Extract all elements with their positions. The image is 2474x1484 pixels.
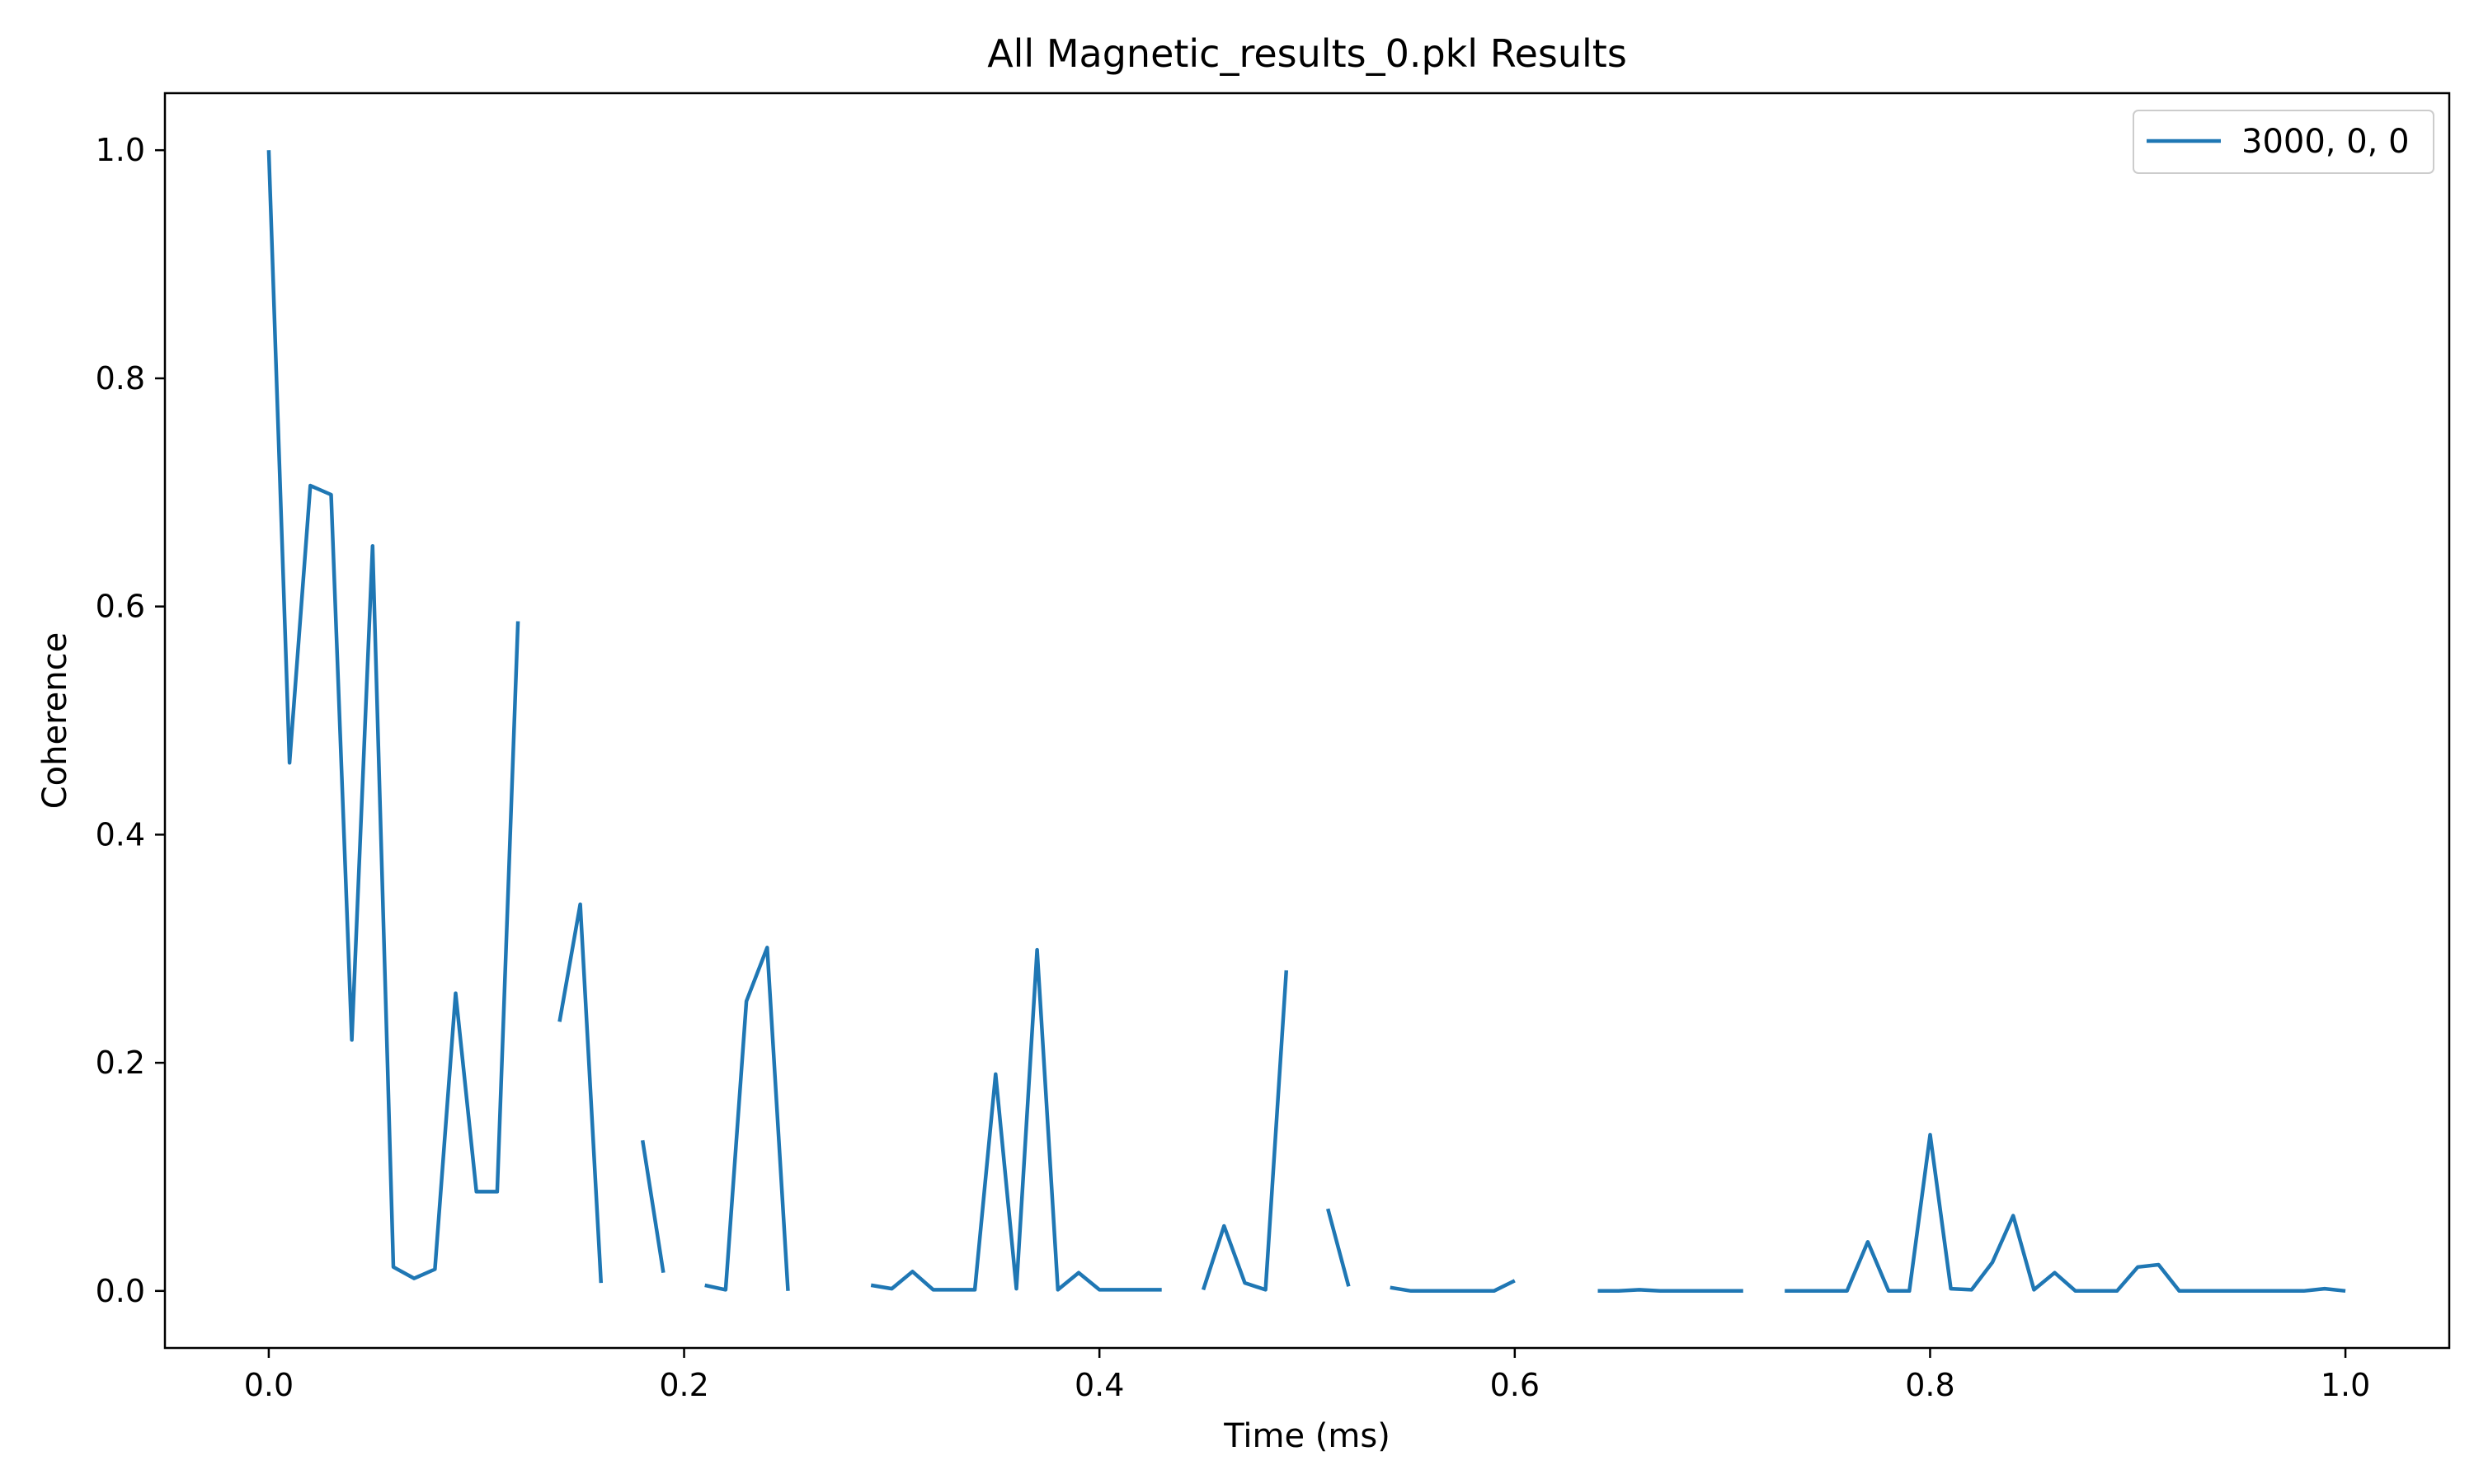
x-tick-label: 0.4: [1075, 1367, 1124, 1403]
y-tick-label: 0.4: [96, 816, 145, 852]
axes-frame: [163, 92, 2451, 1350]
y-tick-label: 0.2: [96, 1045, 145, 1081]
y-axis-label: Coherence: [36, 632, 74, 810]
x-tick-label: 0.0: [244, 1367, 294, 1403]
axis-ticks: 0.0 0.2 0.4 0.6 0.8 1.0 0.0 0.2 0.4 0.6 0.8 1.0: [96, 132, 2371, 1403]
y-tick-label: 0.6: [96, 589, 145, 625]
y-tick-label: 0.0: [96, 1273, 145, 1309]
legend: 3000, 0, 0: [2133, 110, 2434, 174]
y-tick-label: 0.8: [96, 360, 145, 397]
series-line: [266, 150, 2346, 1294]
x-tick-label: 0.6: [1490, 1367, 1540, 1403]
y-tick-label: 1.0: [96, 132, 145, 168]
x-axis-label: Time (ms): [1223, 1417, 1390, 1455]
legend-label: 3000, 0, 0: [2241, 123, 2410, 161]
x-tick-label: 0.8: [1905, 1367, 1954, 1403]
plot-area: [266, 150, 2346, 1294]
x-tick-label: 0.2: [659, 1367, 708, 1403]
chart-title: All Magnetic_results_0.pkl Results: [987, 31, 1627, 76]
legend-box: [2133, 110, 2434, 174]
x-tick-label: 1.0: [2321, 1367, 2370, 1403]
